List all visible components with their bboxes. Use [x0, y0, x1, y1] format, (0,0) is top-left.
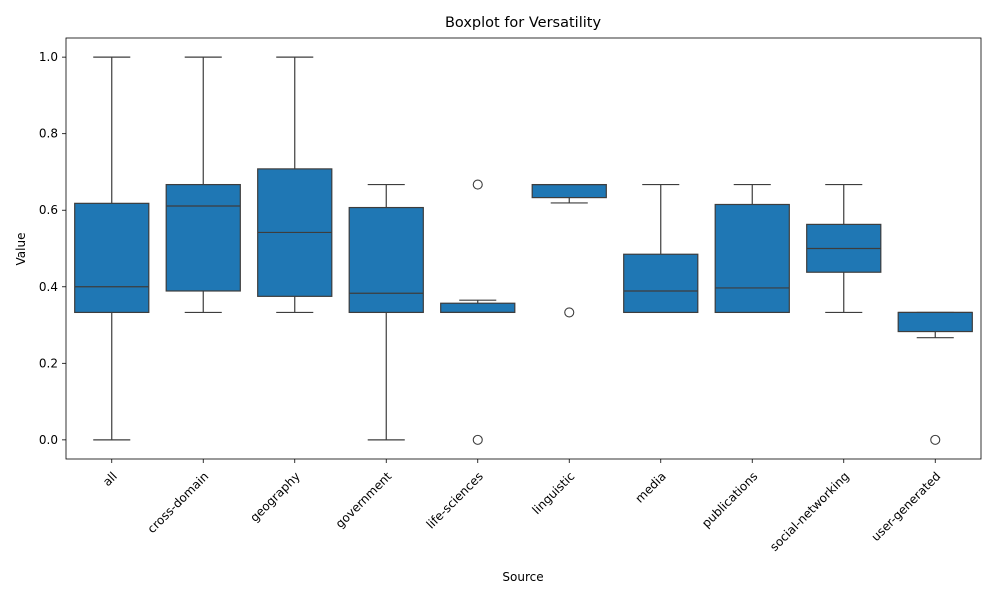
box-iqr [165, 183, 241, 292]
y-axis: 0.0 0.2 0.4 0.6 0.8 1.0 [39, 50, 66, 447]
axes-frame [65, 37, 982, 460]
y-tick-label: 0.2 [39, 356, 58, 370]
box-group-media [623, 183, 699, 314]
box-group-publications [714, 183, 790, 314]
box-group-geography [257, 56, 333, 314]
box-group-all [74, 56, 150, 441]
box-iqr [74, 202, 150, 314]
box-group-user-generated [897, 311, 973, 445]
chart-title: Boxplot for Versatility [445, 15, 601, 31]
outlier-point [472, 179, 483, 190]
plot-area [74, 56, 973, 445]
outlier-point [930, 434, 941, 445]
box-iqr [440, 302, 516, 314]
y-tick-label: 0.0 [39, 433, 58, 447]
box-iqr [714, 203, 790, 314]
y-tick-label: 0.4 [39, 280, 58, 294]
y-tick-label: 1.0 [39, 50, 58, 64]
x-axis-label: Source [502, 570, 543, 584]
box-group-government [348, 183, 424, 441]
box-group-linguistic [531, 183, 607, 318]
box-group-social-networking [806, 183, 882, 314]
box-iqr [348, 206, 424, 314]
box-iqr [623, 253, 699, 314]
y-tick-label: 0.8 [39, 127, 58, 141]
box-group-life-sciences [440, 179, 516, 445]
box-group-cross-domain [165, 56, 241, 314]
y-axis-label: Value [14, 233, 28, 266]
outlier-point [564, 307, 575, 318]
box-iqr [897, 311, 973, 333]
y-tick-label: 0.6 [39, 203, 58, 217]
box-iqr [531, 183, 607, 199]
outlier-point [472, 434, 483, 445]
